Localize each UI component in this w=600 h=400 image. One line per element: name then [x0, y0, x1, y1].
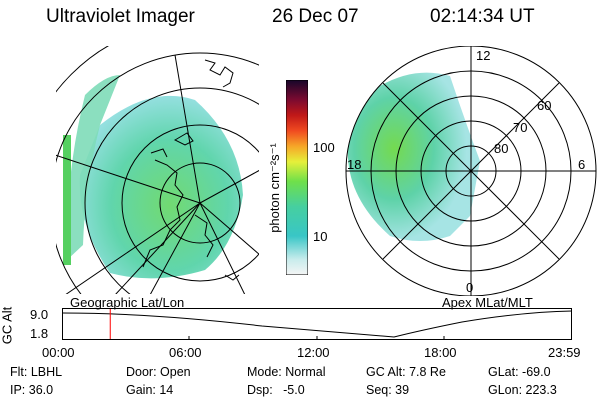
altitude-curve	[62, 310, 572, 338]
mlt-label-12: 12	[476, 48, 491, 63]
mlt-label-0: 0	[466, 280, 474, 295]
apex-polar-plot	[345, 46, 597, 296]
emission-edge	[66, 75, 120, 260]
gc-alt-info: GC Alt: 7.8 Re	[366, 365, 446, 379]
geographic-caption: Geographic Lat/Lon	[70, 295, 185, 310]
seq-info: Seq: 39	[366, 383, 410, 397]
glat-info: GLat: -69.0	[488, 365, 551, 379]
limb-band	[63, 135, 71, 265]
date-label: 26 Dec 07	[272, 6, 359, 27]
auroral-emission	[347, 72, 480, 242]
time-label: 02:14:34 UT	[430, 6, 535, 27]
mlt-label-18: 18	[347, 157, 362, 172]
colorbar	[286, 80, 308, 275]
ip-info: IP: 36.0	[10, 383, 54, 397]
geographic-map	[55, 45, 260, 295]
gain-info: Gain: 14	[126, 383, 174, 397]
dsp-info: Dsp: -5.0	[247, 383, 305, 397]
door-info: Door: Open	[126, 365, 191, 379]
timeline-ymin: 1.8	[30, 326, 49, 341]
colorbar-tick-10: 10	[313, 229, 328, 244]
apex-caption: Apex MLat/MLT	[442, 295, 533, 310]
mlat-label-70: 70	[513, 120, 528, 135]
mode-info: Mode: Normal	[247, 365, 326, 379]
colorbar-tick-100: 100	[313, 140, 335, 155]
mlt-label-6: 6	[578, 157, 586, 172]
instrument-title: Ultraviolet Imager	[46, 6, 195, 27]
filter-info: Flt: LBHL	[10, 365, 63, 379]
timeline-ylabel: GC Alt	[0, 306, 15, 345]
time-tick-1800: 18:00	[424, 345, 457, 360]
time-tick-1200: 12:00	[297, 345, 330, 360]
time-tick-0600: 06:00	[169, 345, 202, 360]
time-tick-0000: 00:00	[42, 345, 75, 360]
colorbar-unit-label: photon cm⁻²s⁻¹	[267, 143, 282, 233]
mlat-label-60: 60	[537, 98, 552, 113]
mlat-label-80: 80	[494, 141, 509, 156]
emission-region	[79, 95, 243, 279]
timeline-ymax: 9.0	[30, 307, 49, 322]
time-tick-2359: 23:59	[548, 345, 581, 360]
glon-info: GLon: 223.3	[488, 383, 557, 397]
altitude-timeline	[62, 308, 572, 340]
